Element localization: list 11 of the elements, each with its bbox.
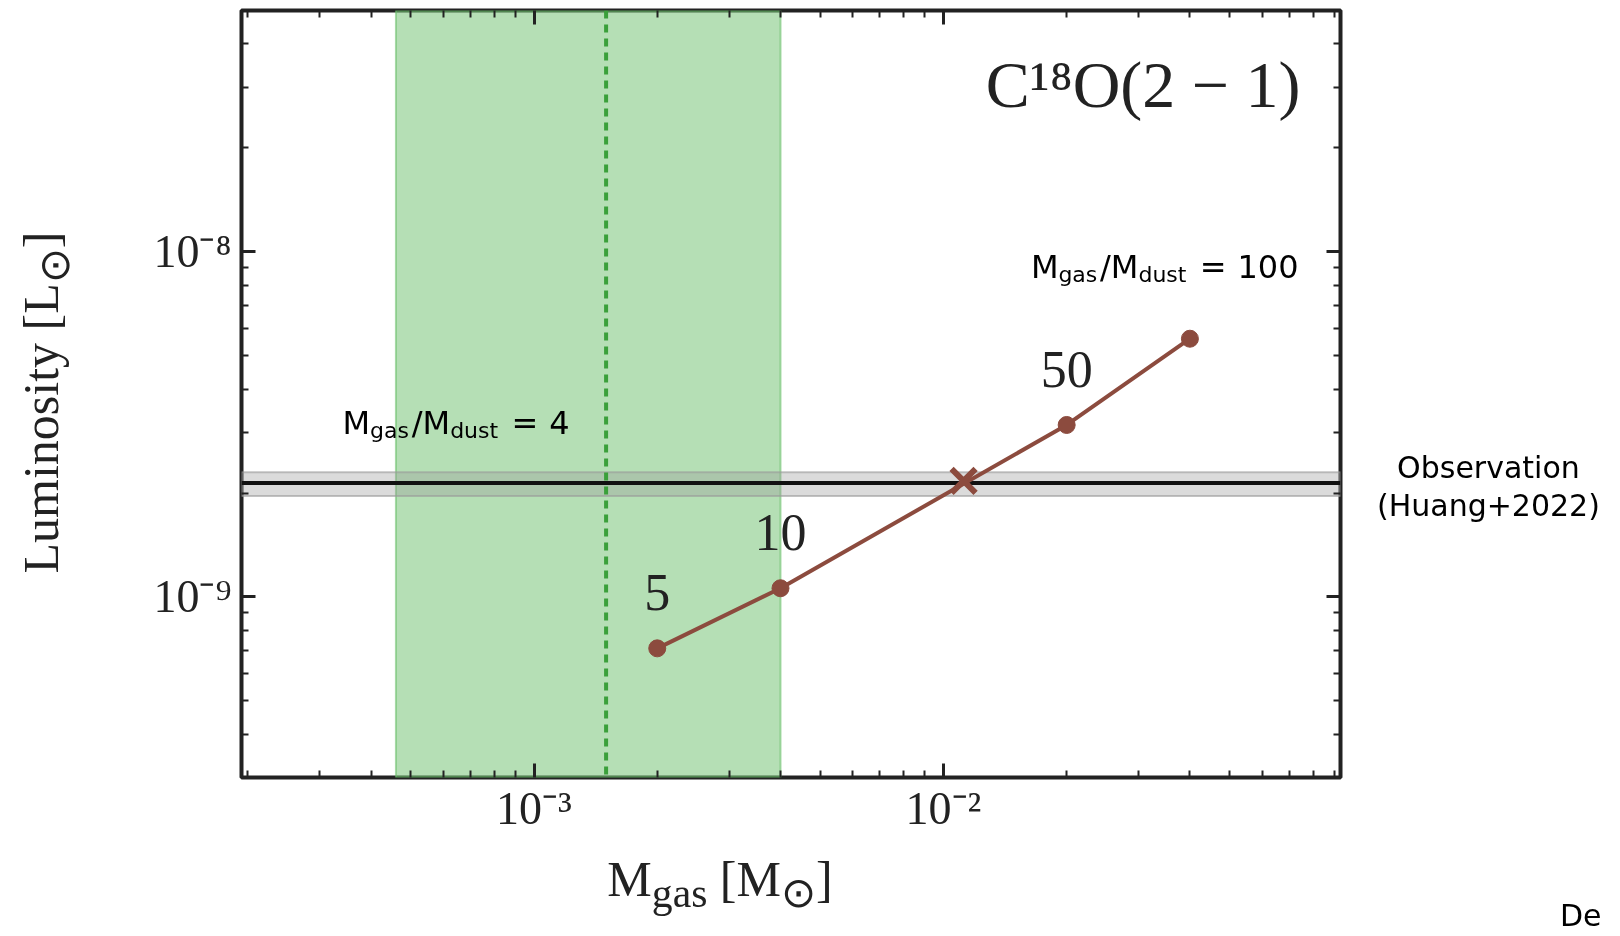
annotation: 10 (754, 504, 807, 562)
x-axis-title: M$_{gas}$ [M$_{⊙}$] (606, 851, 834, 916)
text: C¹⁸O(2 − 1) (985, 47, 1301, 122)
x-tick-label: 10⁻³ (496, 782, 572, 834)
annotation: 50 (1040, 340, 1093, 398)
annotation: 5 (644, 564, 671, 622)
x-tick-label: 10⁻² (905, 782, 982, 834)
ref-line-label: Observation (Huang+2022) (1377, 449, 1600, 524)
text: De (1560, 897, 1602, 935)
y-tick-label: 10⁻⁹ (153, 571, 232, 623)
y-tick-label: 10⁻⁸ (153, 226, 232, 278)
